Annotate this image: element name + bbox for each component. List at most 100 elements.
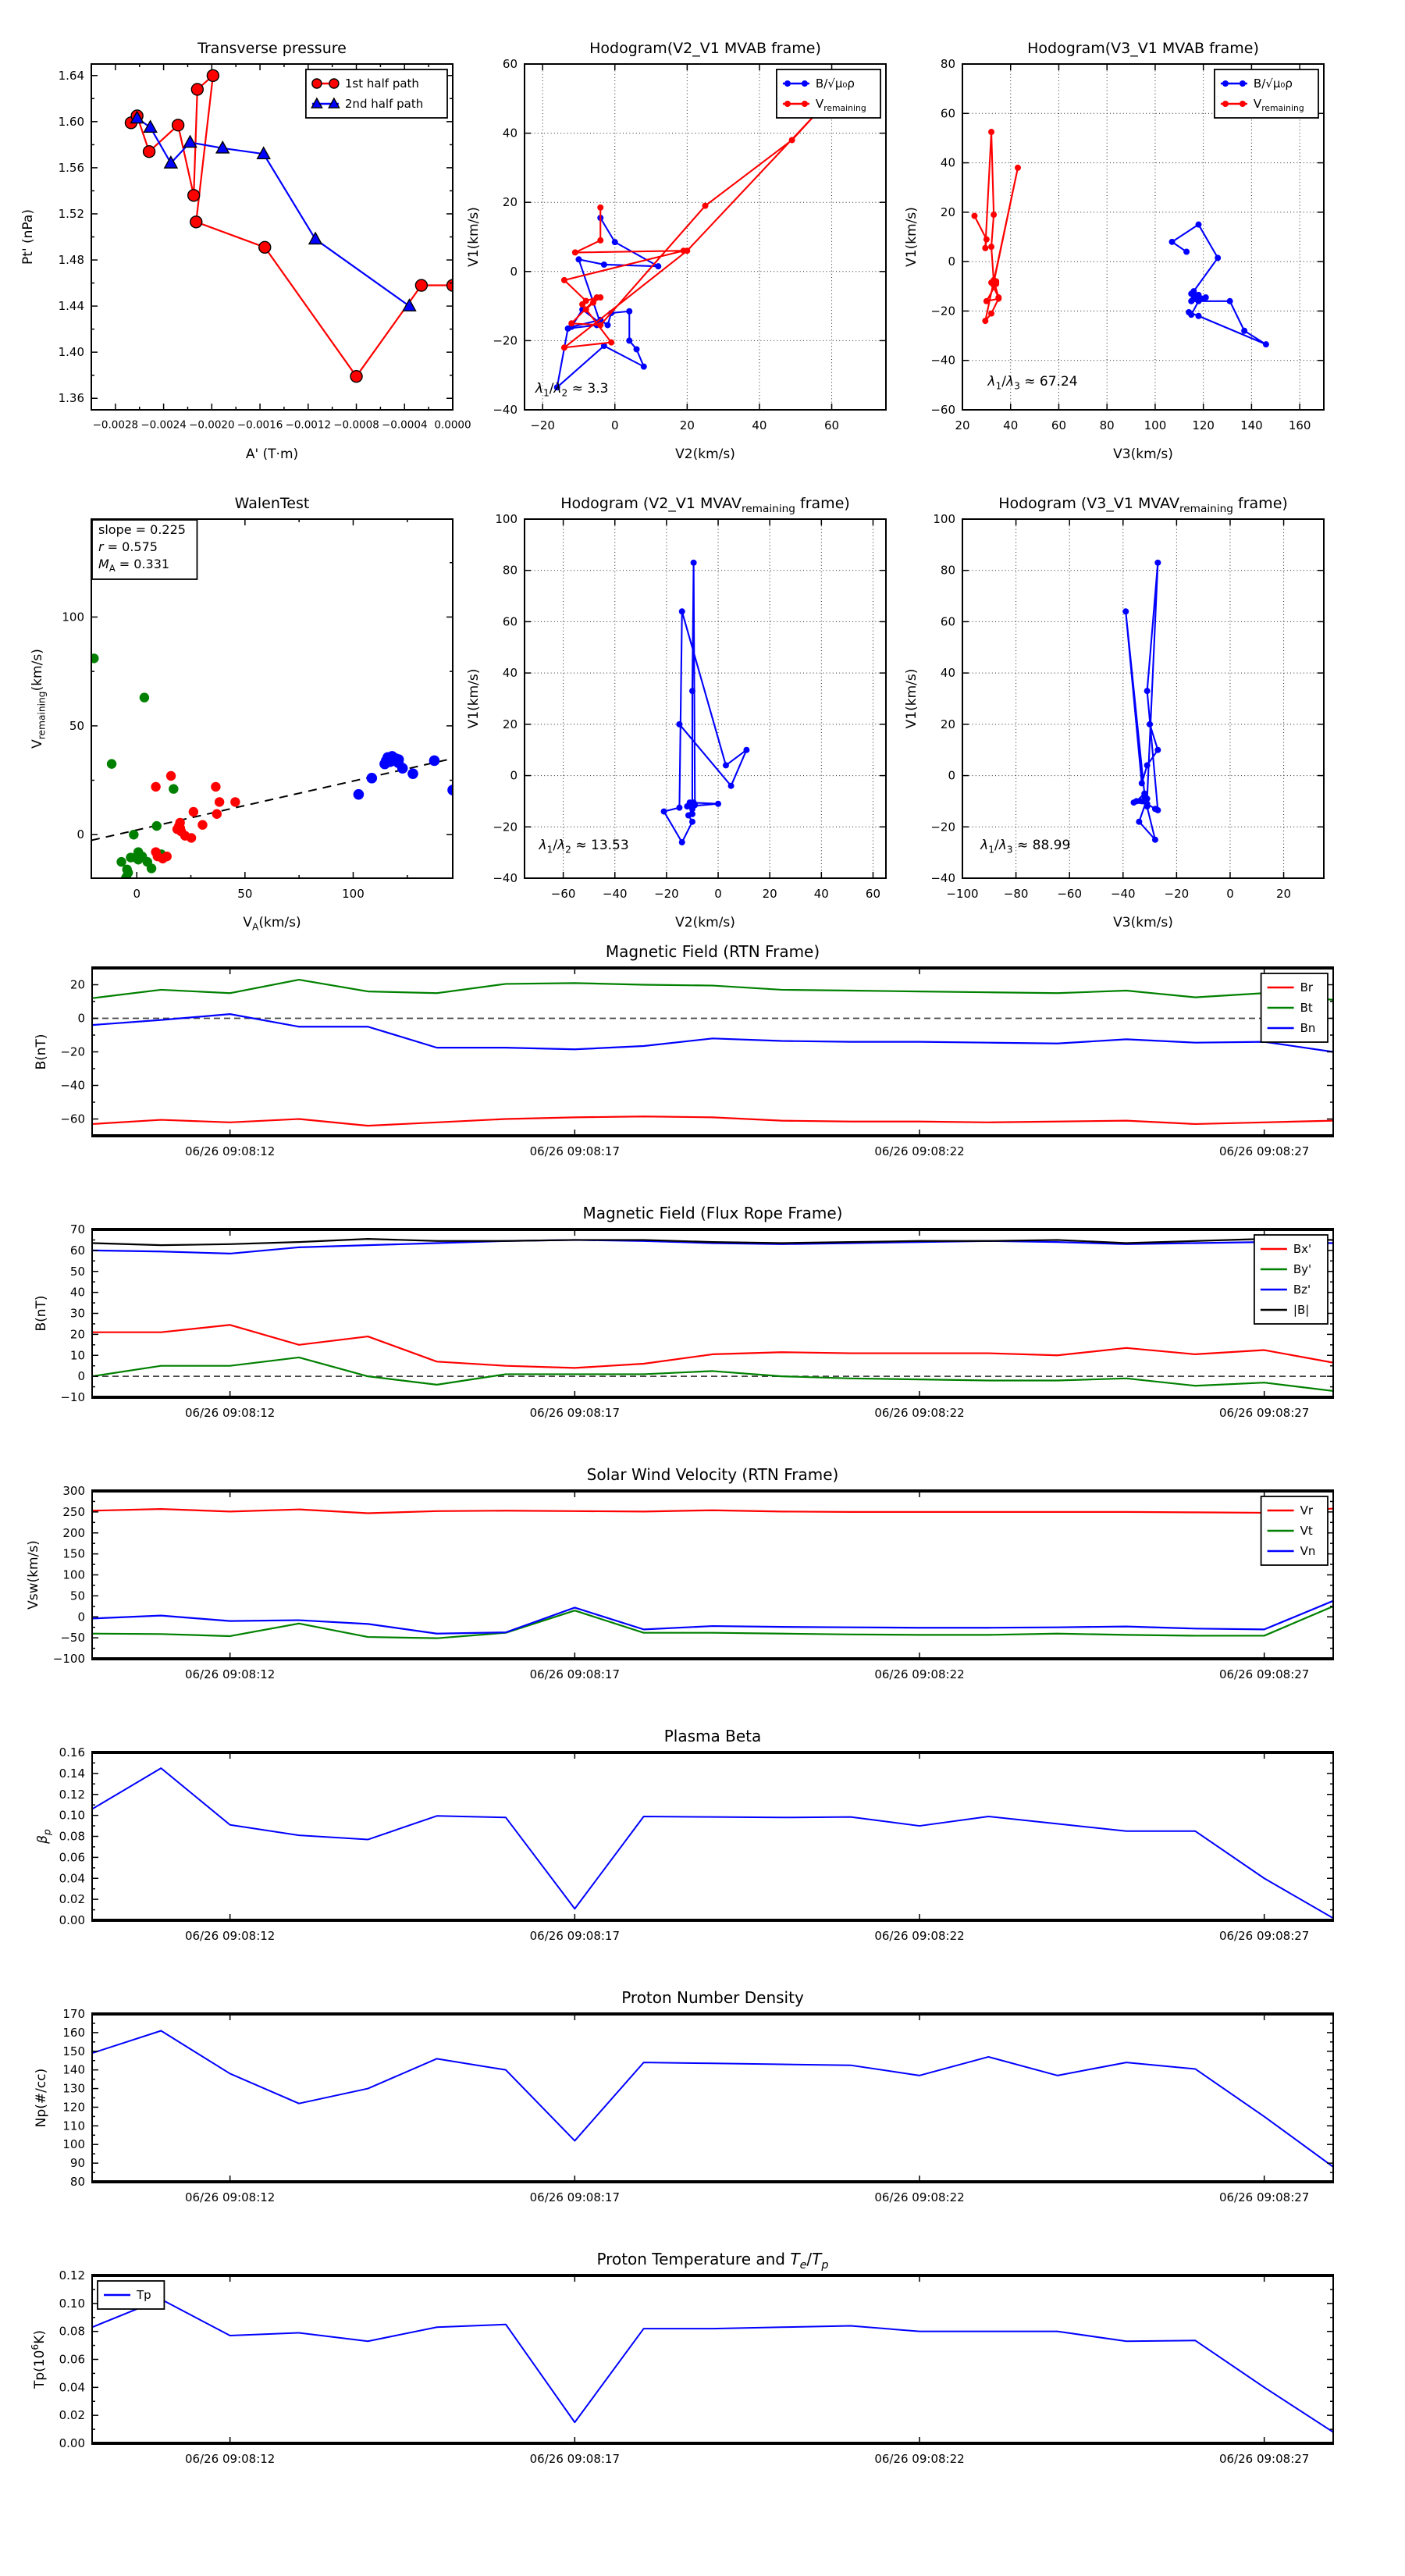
y-tick-label: 0 xyxy=(948,254,955,269)
data-point-marker xyxy=(1262,341,1269,348)
x-axis-label: A' (T·m) xyxy=(246,447,298,462)
data-point-marker xyxy=(215,140,230,154)
plot-hodogram-v3v1-mvav: −100 −80 −60 −40 −20 0 20 −40 −20 0 20 40 60 80 100 Hod… xyxy=(879,469,1363,938)
data-point-marker xyxy=(1154,559,1161,566)
y-axis-label: Vremaining(km/s) xyxy=(30,649,47,749)
series-B-path xyxy=(663,561,748,844)
legend-label: 2nd half path xyxy=(345,97,423,111)
data-point-marker xyxy=(1144,762,1151,769)
data-point-marker xyxy=(258,240,272,254)
data-point-marker xyxy=(582,306,589,313)
series-group xyxy=(92,2030,1333,2168)
data-point-marker xyxy=(190,83,205,96)
x-tick-label: 06/26 09:08:17 xyxy=(530,1144,620,1158)
data-point-marker xyxy=(983,236,990,243)
legend: B/√μ₀ρ Vremaining xyxy=(776,69,881,119)
data-point-marker xyxy=(640,363,647,370)
y-tick-label: 160 xyxy=(62,2026,85,2040)
tick-marks xyxy=(525,63,886,411)
y-axis-label: V1(km/s) xyxy=(466,207,482,267)
series-Tp xyxy=(92,2298,1333,2433)
data-point-marker xyxy=(676,804,683,811)
y-tick-label: −20 xyxy=(493,820,518,834)
y-tick-label: 0 xyxy=(510,265,518,279)
data-point-marker xyxy=(589,299,596,306)
y-axis-label: Np(#/cc) xyxy=(34,2069,49,2127)
data-point-marker xyxy=(186,833,197,843)
y-axis-label: Vsw(km/s) xyxy=(26,1540,41,1610)
y-tick-label: 200 xyxy=(62,1526,85,1540)
y-tick-label: 0.06 xyxy=(59,2353,85,2367)
x-tick-label: 06/26 09:08:27 xyxy=(1219,1667,1309,1681)
x-tick-label: −0.0020 xyxy=(189,419,235,432)
data-point-marker xyxy=(715,800,722,807)
series-V-remaining-path xyxy=(563,111,819,349)
y-tick-label: 40 xyxy=(941,156,955,170)
data-point-marker xyxy=(393,754,404,765)
data-point-marker xyxy=(988,129,995,136)
y-tick-label: 30 xyxy=(70,1307,85,1321)
x-tick-label: 80 xyxy=(1100,418,1115,432)
chart-svg: 06/26 09:08:12 06/26 09:08:17 06/26 09:08:… xyxy=(35,1727,1334,1943)
legend: 1st half path 2nd half path xyxy=(304,69,448,119)
x-tick-label: 06/26 09:08:27 xyxy=(1219,2190,1309,2204)
y-tick-label: 150 xyxy=(62,1547,85,1561)
data-point-marker xyxy=(133,847,144,857)
y-tick-label: −20 xyxy=(60,1045,85,1059)
data-point-marker xyxy=(328,97,340,109)
plot-ts-proton-temperature: 06/26 09:08:12 06/26 09:08:17 06/26 09:08:… xyxy=(0,2233,1405,2498)
data-point-marker xyxy=(139,692,150,703)
series-group xyxy=(971,129,1269,348)
y-tick-label: 100 xyxy=(62,610,84,624)
x-tick-label: −0.0016 xyxy=(237,419,283,432)
x-tick-label: −0.0024 xyxy=(140,419,187,432)
y-tick-label: 20 xyxy=(941,205,955,219)
x-tick-label: −60 xyxy=(551,887,576,901)
x-tick-label: 120 xyxy=(1192,418,1215,432)
y-axis-label: βp xyxy=(35,1829,52,1845)
data-point-marker xyxy=(597,237,604,244)
y-tick-label: 0.04 xyxy=(59,1871,85,1885)
y-tick-label: −20 xyxy=(493,333,518,347)
data-point-marker xyxy=(801,101,808,107)
data-point-marker xyxy=(190,215,203,229)
x-tick-label: 20 xyxy=(1276,887,1291,901)
legend-label: B/√μ₀ρ xyxy=(1254,76,1293,91)
data-point-marker xyxy=(995,294,1002,301)
series-Bx' xyxy=(92,1324,1333,1369)
y-tick-label: −20 xyxy=(930,304,955,318)
data-point-marker xyxy=(1188,290,1195,297)
data-point-marker xyxy=(1226,297,1233,304)
plot-title: Hodogram(V3_V1 MVAB frame) xyxy=(1027,40,1259,57)
y-tick-label: 1.48 xyxy=(59,253,84,267)
stats-line: slope = 0.225 xyxy=(98,522,186,537)
data-point-marker xyxy=(991,212,998,219)
legend-label: Vr xyxy=(1300,1503,1314,1517)
x-tick-label: 100 xyxy=(1144,418,1167,432)
data-point-marker xyxy=(784,80,791,87)
data-point-marker xyxy=(183,134,197,148)
x-tick-label: 06/26 09:08:22 xyxy=(874,1144,964,1158)
data-point-marker xyxy=(171,119,185,132)
y-tick-label: 150 xyxy=(62,2044,85,2058)
data-point-marker xyxy=(397,763,408,774)
data-point-marker xyxy=(690,559,697,566)
data-point-marker xyxy=(187,189,201,202)
chart-svg: 06/26 09:08:12 06/26 09:08:17 06/26 09:08:… xyxy=(26,1465,1334,1681)
y-tick-label: 1.60 xyxy=(59,115,84,129)
x-tick-label: 06/26 09:08:27 xyxy=(1219,2452,1309,2466)
series-V-remaining-path xyxy=(973,130,1019,322)
y-axis-label: Tp(106K) xyxy=(30,2330,48,2389)
y-tick-label: 0.08 xyxy=(59,2325,85,2339)
y-tick-label: 0.06 xyxy=(59,1850,85,1864)
x-tick-label: 20 xyxy=(680,418,695,432)
data-point-marker xyxy=(1239,101,1246,107)
data-point-marker xyxy=(146,863,157,873)
chart-svg: −20 0 20 40 60 −40 −20 0 20 40 60 Hodogram(V2_V1 MV… xyxy=(466,40,887,462)
y-tick-label: 0.10 xyxy=(59,2297,85,2311)
x-tick-label: 40 xyxy=(814,887,829,901)
y-tick-label: 1.56 xyxy=(59,161,84,175)
data-point-marker xyxy=(743,746,750,753)
y-tick-label: 60 xyxy=(941,614,955,628)
y-tick-label: 1.52 xyxy=(59,207,84,221)
